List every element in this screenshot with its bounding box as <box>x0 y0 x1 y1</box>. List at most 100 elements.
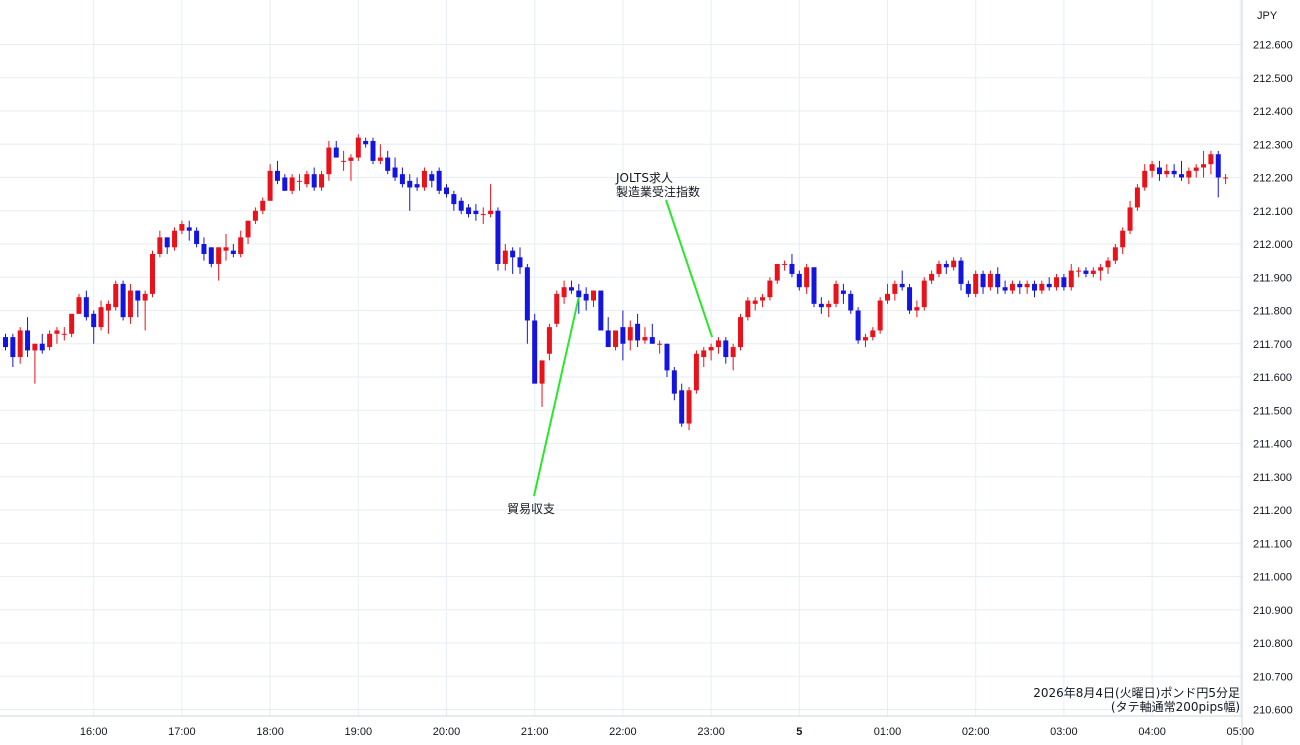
candle <box>444 184 449 198</box>
candle <box>1002 280 1008 294</box>
price-tick-label: 211.800 <box>1253 306 1292 318</box>
candle-body <box>752 300 758 304</box>
candle-body <box>1054 277 1060 288</box>
candle-body <box>840 290 846 294</box>
price-tick-label: 211.600 <box>1253 372 1292 384</box>
candle <box>1076 267 1082 278</box>
candle <box>260 197 266 215</box>
candle <box>1201 150 1207 178</box>
candle <box>929 270 935 284</box>
candle <box>1208 150 1214 175</box>
price-tick-label: 211.200 <box>1253 505 1292 517</box>
candle-body <box>1017 283 1023 288</box>
candle-body <box>61 333 67 335</box>
candle-body <box>1112 247 1118 261</box>
candle <box>855 307 861 344</box>
candle <box>870 327 876 341</box>
candle-body <box>1061 277 1067 288</box>
price-tick-label: 211.900 <box>1253 272 1292 284</box>
candle-body <box>627 327 633 341</box>
candle-body <box>1134 187 1140 208</box>
candle-body <box>701 350 707 358</box>
candle <box>341 150 347 171</box>
candle-body <box>818 303 824 308</box>
candle <box>135 290 141 318</box>
candle-body <box>804 267 810 288</box>
candle-body <box>598 290 604 331</box>
candle-body <box>723 340 729 358</box>
candle-body <box>811 267 817 304</box>
candle <box>1120 227 1126 254</box>
candle-body <box>745 300 751 318</box>
candle <box>818 297 824 314</box>
candle-body <box>796 273 802 288</box>
candle-body <box>157 237 163 254</box>
candle <box>789 253 795 278</box>
candle-body <box>385 157 391 171</box>
candle-body <box>1223 177 1229 179</box>
candle <box>502 244 508 271</box>
candle <box>598 290 604 331</box>
candle-body <box>1068 270 1074 288</box>
candle-body <box>164 237 170 248</box>
candle <box>473 204 479 221</box>
candle <box>1149 160 1155 178</box>
price-tick-label: 210.900 <box>1253 605 1293 617</box>
candle <box>1105 257 1111 274</box>
candle-body <box>451 194 457 205</box>
price-tick-label: 210.600 <box>1253 705 1293 717</box>
candle-body <box>274 170 280 181</box>
candle-body <box>620 327 626 344</box>
candle <box>61 327 67 341</box>
candle <box>3 333 8 351</box>
candle <box>1090 267 1096 278</box>
candle-body <box>1171 170 1177 175</box>
candle <box>39 333 45 354</box>
candle-body <box>466 207 472 215</box>
candle <box>47 330 53 351</box>
candle <box>245 220 251 244</box>
time-axis[interactable]: 16:00 17:00 18:00 19:00 20:00 21:00 22:00 23:00… <box>80 726 1254 738</box>
candle-body <box>554 293 560 324</box>
candle-body <box>502 250 508 264</box>
candle-body <box>605 330 611 348</box>
candle <box>98 300 104 331</box>
candle <box>1046 277 1052 291</box>
grid <box>0 0 1242 716</box>
candle-body <box>355 137 361 158</box>
candle-body <box>230 250 236 254</box>
candle <box>179 220 185 235</box>
candle <box>951 257 957 271</box>
candle-body <box>348 157 354 161</box>
candle <box>693 350 699 394</box>
candle <box>701 347 707 368</box>
candle-body <box>642 337 648 341</box>
price-axis[interactable]: 212.600 212.500 212.400 212.300 212.200 212.1… <box>1253 40 1293 717</box>
candle <box>804 263 810 294</box>
candle-body <box>980 273 986 288</box>
candle-body <box>142 293 148 301</box>
candle-body <box>899 283 905 288</box>
candle-body <box>693 353 699 391</box>
candle-body <box>83 297 89 318</box>
candle-body <box>120 283 126 318</box>
candle-body <box>561 287 567 298</box>
candle-body <box>987 273 993 288</box>
candle-body <box>370 140 376 161</box>
candle <box>671 367 677 401</box>
candle <box>539 360 545 407</box>
candle-body <box>32 343 38 351</box>
candle <box>1098 263 1104 281</box>
candle <box>510 247 516 274</box>
candle <box>1179 160 1184 181</box>
candle <box>862 333 868 348</box>
candle-body <box>407 180 413 188</box>
candle-body <box>216 247 222 264</box>
candle-body <box>245 220 251 238</box>
time-tick-label: 21:00 <box>521 726 549 738</box>
candle-body <box>833 283 839 304</box>
candle-body <box>414 184 420 188</box>
candle <box>1009 280 1015 294</box>
candle <box>172 227 178 251</box>
